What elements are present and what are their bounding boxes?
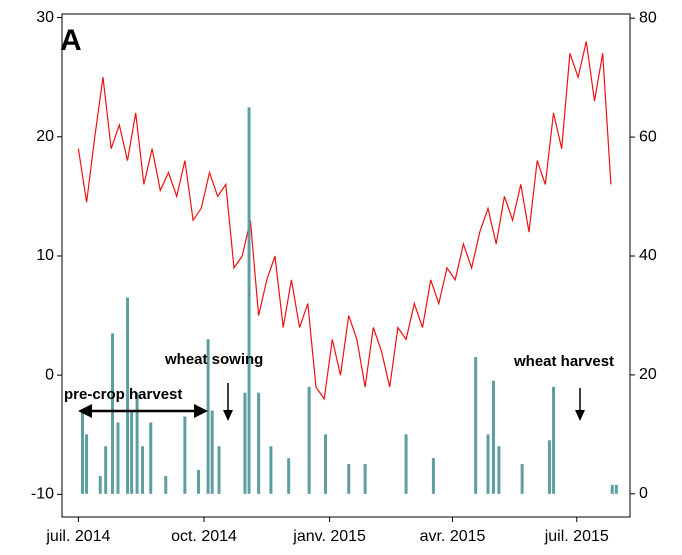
arrow-head bbox=[194, 404, 208, 418]
bar bbox=[497, 446, 501, 494]
bar bbox=[486, 434, 490, 494]
arrow-head bbox=[223, 410, 233, 421]
annotation: wheat sowing bbox=[164, 351, 263, 368]
bar bbox=[474, 357, 478, 494]
line bbox=[77, 41, 612, 401]
bar bbox=[552, 386, 556, 494]
y-tick-label: -10 bbox=[31, 486, 54, 503]
bar bbox=[307, 386, 311, 494]
y2-tick-label: 0 bbox=[639, 485, 648, 502]
arrow-head bbox=[78, 404, 92, 418]
bar bbox=[210, 410, 214, 494]
bar bbox=[257, 392, 261, 494]
bar bbox=[520, 464, 524, 494]
bar bbox=[164, 475, 168, 494]
bar bbox=[126, 297, 130, 494]
bar bbox=[247, 107, 251, 494]
x-tick-label: janv. 2015 bbox=[292, 528, 366, 545]
panel-label: A bbox=[60, 24, 82, 57]
x-tick-label: oct. 2014 bbox=[171, 528, 237, 545]
bar bbox=[206, 339, 210, 494]
bar bbox=[149, 422, 153, 494]
bar bbox=[183, 416, 187, 494]
bar bbox=[111, 333, 115, 494]
bar bbox=[547, 440, 551, 494]
bar bbox=[614, 484, 618, 494]
bar bbox=[491, 380, 495, 494]
y2-tick-label: 60 bbox=[639, 128, 657, 145]
annotation: wheat harvest bbox=[513, 353, 614, 370]
bar bbox=[104, 446, 108, 494]
x-tick-label: juil. 2014 bbox=[45, 528, 110, 545]
annotation: pre-crop harvest bbox=[64, 386, 182, 403]
bar bbox=[404, 434, 408, 494]
bar bbox=[347, 464, 351, 494]
bar bbox=[130, 410, 134, 494]
bar bbox=[85, 434, 89, 494]
bar bbox=[80, 410, 84, 494]
bar bbox=[217, 446, 221, 494]
y-tick-label: 20 bbox=[36, 128, 54, 145]
bar bbox=[116, 422, 120, 494]
x-tick-label: juil. 2015 bbox=[544, 528, 609, 545]
plot-frame bbox=[61, 13, 631, 518]
bar bbox=[197, 470, 201, 494]
bar bbox=[610, 484, 614, 494]
x-tick-label: avr. 2015 bbox=[420, 528, 486, 545]
bar bbox=[324, 434, 328, 494]
y-tick-label: 30 bbox=[36, 9, 54, 26]
bar bbox=[98, 475, 102, 494]
bar bbox=[141, 446, 145, 494]
arrows bbox=[78, 383, 585, 421]
bar bbox=[269, 446, 273, 494]
bar bbox=[363, 464, 367, 494]
y2-tick-label: 80 bbox=[639, 9, 657, 26]
bar bbox=[431, 458, 435, 494]
bar bbox=[287, 458, 291, 494]
bar bbox=[135, 392, 139, 494]
arrow-head bbox=[575, 410, 585, 421]
y-tick-label: 10 bbox=[36, 247, 54, 264]
y2-tick-label: 20 bbox=[639, 366, 657, 383]
y2-tick-label: 40 bbox=[639, 247, 657, 264]
y-tick-label: 0 bbox=[45, 366, 54, 383]
bar bbox=[243, 392, 247, 494]
